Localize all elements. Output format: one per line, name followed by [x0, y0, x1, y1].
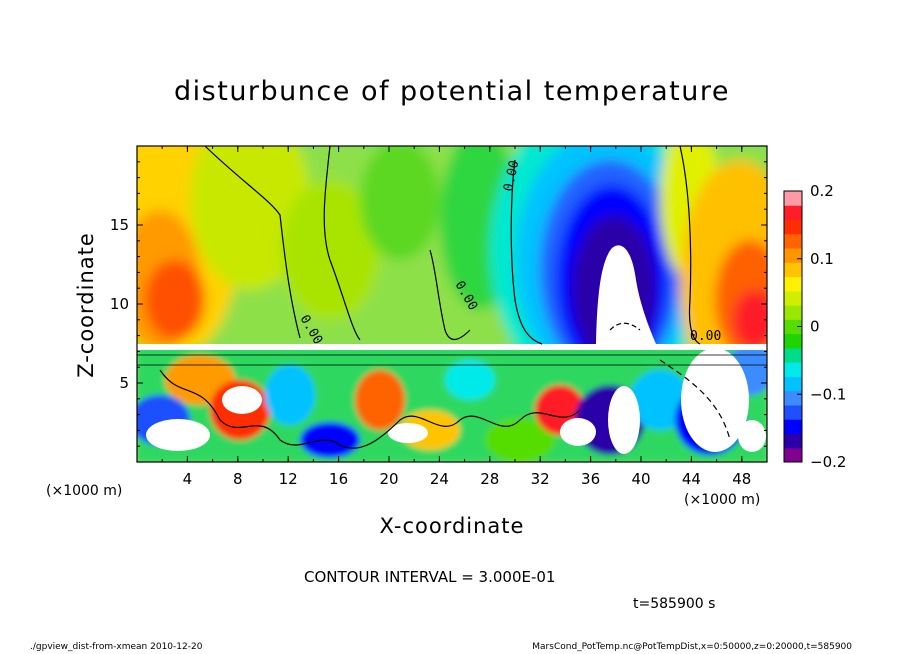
x-tick-label: 44 [682, 470, 701, 488]
footer-source-label: MarsCond_PotTemp.nc@PotTempDist,x=0:5000… [532, 642, 852, 652]
x-tick-label: 36 [581, 470, 600, 488]
colorbar-swatch [784, 191, 802, 206]
x-tick-label: 4 [183, 470, 193, 488]
x-tick-label: 48 [732, 470, 751, 488]
colorbar-tick-label: 0 [810, 318, 820, 336]
y-tick-label: 10 [110, 295, 129, 313]
colorbar-swatch [784, 390, 802, 406]
colorbar-swatch [784, 262, 802, 278]
x-tick-label: 28 [480, 470, 499, 488]
colorbar-tick-label: 0.1 [810, 250, 834, 268]
y-axis-tick-labels: 5 10 15 [110, 216, 129, 392]
x-axis-ticks [136, 146, 768, 462]
colorbar-swatch [784, 276, 802, 292]
footer-script-label: ./gpview_dist-from-xmean 2010-12-20 [30, 642, 203, 652]
colorbar-swatch [784, 305, 802, 320]
colorbar-swatch [784, 433, 802, 449]
x-tick-label: 12 [279, 470, 298, 488]
x-axis-unit-left: (×1000 m) [46, 483, 123, 499]
x-axis-unit-right: (×1000 m) [684, 492, 761, 508]
colorbar [783, 190, 803, 463]
colorbar-ticks [797, 190, 802, 463]
colorbar-tick-label: −0.2 [810, 453, 846, 471]
chart-title: disturbunce of potential temperature [174, 76, 730, 107]
colorbar-swatch [784, 362, 802, 377]
x-tick-label: 40 [631, 470, 650, 488]
colorbar-tick-labels: 0.2 0.1 0 −0.1 −0.2 [810, 182, 846, 471]
colorbar-swatch [784, 333, 802, 349]
colorbar-swatch [784, 419, 802, 434]
colorbar-tick-label: −0.1 [810, 385, 846, 403]
x-axis-tick-labels: 4 8 12 16 20 24 28 32 36 40 44 48 [183, 470, 752, 488]
x-tick-label: 24 [430, 470, 449, 488]
contour-label: 0.00 [501, 159, 522, 193]
colorbar-tick-label: 0.2 [810, 182, 834, 200]
colorbar-swatch [784, 376, 802, 392]
colorbar-swatch [784, 248, 802, 263]
contour-lines [137, 146, 767, 449]
colorbar-swatch [784, 347, 802, 363]
x-tick-label: 16 [329, 470, 348, 488]
x-tick-label: 32 [531, 470, 550, 488]
contour-interval-label: CONTOUR INTERVAL = 3.000E-01 [304, 568, 556, 586]
colorbar-swatch [784, 447, 802, 463]
x-axis-label-text: X-coordinate [379, 514, 525, 538]
heatmap-field: 0.00 0.00 0.00 0.00 [137, 146, 767, 462]
contour-label: 0.00 [690, 329, 721, 344]
x-axis-label: X-coordinate [0, 514, 904, 538]
x-tick-label: 20 [379, 470, 398, 488]
y-tick-label: 5 [119, 374, 129, 392]
colorbar-swatch [784, 319, 802, 335]
white-plume [596, 245, 656, 344]
colorbar-swatch [784, 205, 802, 221]
colorbar-swatch [784, 219, 802, 235]
colorbar-swatch [784, 233, 802, 249]
time-label: t=585900 s [633, 596, 716, 612]
colorbar-swatch [784, 290, 802, 306]
y-tick-label: 15 [110, 216, 129, 234]
saturated-regions [137, 245, 767, 454]
colorbar-swatch [784, 404, 802, 420]
y-axis-label: Z-coordinate [74, 232, 98, 378]
x-tick-label: 8 [233, 470, 243, 488]
y-axis-ticks [137, 145, 767, 463]
